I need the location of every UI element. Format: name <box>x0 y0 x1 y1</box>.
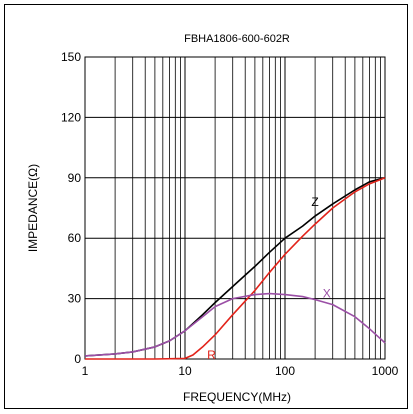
y-tick-label: 0 <box>74 352 81 366</box>
y-tick-labels: 0 30 60 90 120 150 <box>61 50 81 366</box>
x-tick-label: 1000 <box>372 364 399 378</box>
x-tick-label: 100 <box>275 364 295 378</box>
series-lines <box>84 177 386 360</box>
series-line-z <box>84 177 386 357</box>
grid <box>85 57 385 359</box>
x-tick-label: 10 <box>178 364 192 378</box>
y-tick-label: 30 <box>68 292 82 306</box>
y-tick-label: 90 <box>68 171 82 185</box>
chart-title: FBHA1806-600-602R <box>184 33 290 45</box>
series-label-x: X <box>323 287 331 301</box>
series-label-r: R <box>207 348 216 362</box>
series-label-z: Z <box>311 195 318 209</box>
y-tick-label: 60 <box>68 231 82 245</box>
plot-area-border <box>84 56 386 360</box>
x-tick-labels: 1 10 100 1000 <box>82 364 399 378</box>
y-axis-title: IMPEDANCE(Ω) <box>26 164 40 252</box>
series-line-x <box>84 292 386 357</box>
x-tick-label: 1 <box>82 364 89 378</box>
y-tick-label: 150 <box>61 50 81 64</box>
series-labels: Z R X <box>207 195 331 362</box>
y-tick-label: 120 <box>61 110 81 124</box>
series-line-r <box>85 177 386 360</box>
x-axis-title: FREQUENCY(MHz) <box>183 390 291 404</box>
chart-frame <box>4 4 408 409</box>
